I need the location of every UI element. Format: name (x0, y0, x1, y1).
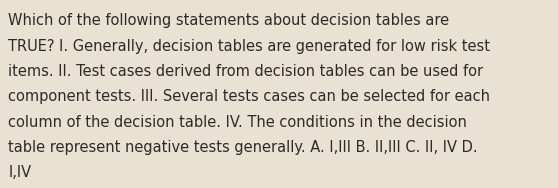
Text: items. II. Test cases derived from decision tables can be used for: items. II. Test cases derived from decis… (8, 64, 483, 79)
Text: TRUE? I. Generally, decision tables are generated for low risk test: TRUE? I. Generally, decision tables are … (8, 39, 490, 54)
Text: table represent negative tests generally. A. I,III B. II,III C. II, IV D.: table represent negative tests generally… (8, 140, 478, 155)
Text: column of the decision table. IV. The conditions in the decision: column of the decision table. IV. The co… (8, 115, 467, 130)
Text: component tests. III. Several tests cases can be selected for each: component tests. III. Several tests case… (8, 89, 490, 104)
Text: I,IV: I,IV (8, 165, 31, 180)
Text: Which of the following statements about decision tables are: Which of the following statements about … (8, 13, 450, 28)
